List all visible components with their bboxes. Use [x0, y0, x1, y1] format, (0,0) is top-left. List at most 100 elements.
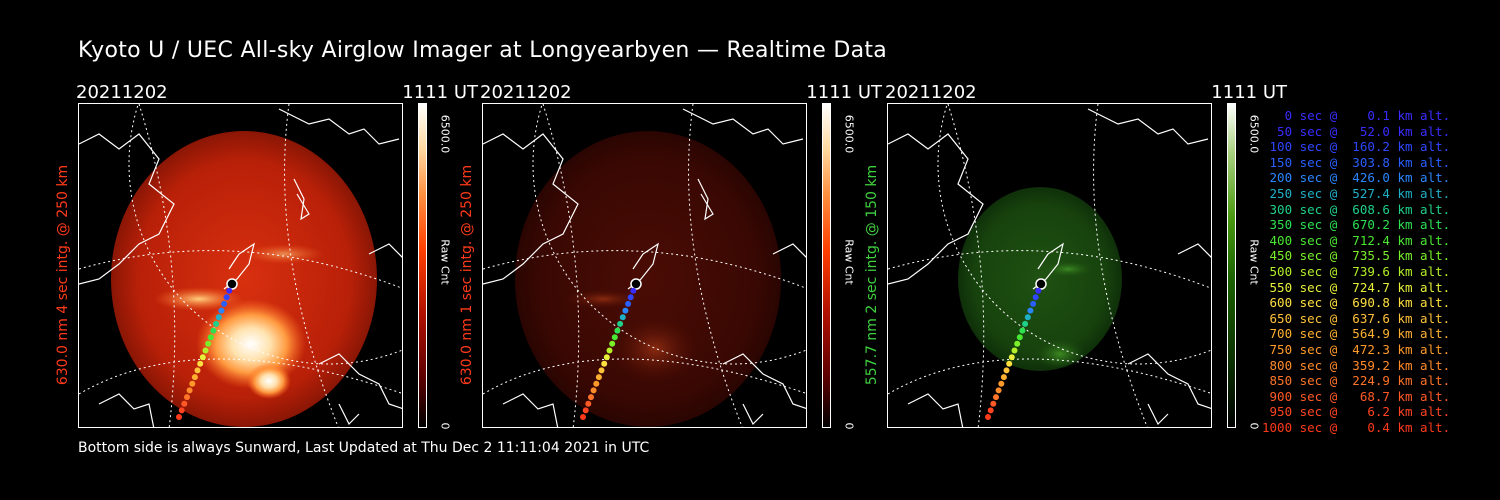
panel-ylabel-box: 557.7 nm 2 sec intg. @ 150 km	[862, 165, 882, 385]
legend-item: 600 sec @ 690.8 km alt.	[1262, 295, 1451, 311]
colorbar-unit-box: Raw Cnt	[843, 239, 856, 285]
trajectory-point	[625, 300, 632, 307]
legend-item: 0 sec @ 0.1 km alt.	[1262, 108, 1451, 123]
trajectory-point	[213, 320, 220, 327]
footer-note: Bottom side is always Sunward, Last Upda…	[78, 440, 650, 456]
trajectory-point	[582, 407, 589, 414]
trajectory	[985, 278, 1047, 420]
colorbar-max: 6500.0	[438, 114, 452, 154]
colorbar	[418, 103, 427, 428]
trajectory-point	[1019, 327, 1026, 334]
trajectory-point	[590, 387, 597, 394]
legend-item: 250 sec @ 527.4 km alt.	[1262, 185, 1451, 201]
trajectory-point	[1011, 347, 1018, 354]
panel-ylabel: 557.7 nm 2 sec intg. @ 150 km	[864, 164, 880, 386]
legend-item: 450 sec @ 735.5 km alt.	[1262, 248, 1451, 264]
trajectory-point	[181, 400, 188, 407]
trajectory-point	[186, 387, 193, 394]
trajectory-point	[218, 307, 225, 314]
legend-item: 100 sec @ 160.2 km alt.	[1262, 139, 1451, 155]
trajectory-point	[1022, 320, 1029, 327]
trajectory-point	[194, 367, 201, 374]
trajectory-point	[189, 380, 196, 387]
colorbar-unit: Raw Cnt	[438, 239, 452, 285]
allsky-image-svg	[79, 104, 402, 427]
colorbar-max-box: 6500.0	[1248, 115, 1261, 154]
allsky-image-svg	[888, 104, 1211, 427]
trajectory-origin	[226, 278, 238, 290]
legend-item: 550 sec @ 724.7 km alt.	[1262, 279, 1451, 295]
trajectory-point	[184, 394, 190, 401]
trajectory-point	[588, 394, 594, 401]
legend-item: 500 sec @ 739.6 km alt.	[1262, 263, 1451, 279]
colorbar-unit: Raw Cnt	[842, 239, 856, 285]
legend-item: 950 sec @ 6.2 km alt.	[1262, 404, 1451, 420]
trajectory-point	[614, 327, 621, 334]
aurora-bright-spot-2	[247, 363, 291, 399]
coastlines	[888, 108, 1211, 427]
trajectory-point	[1000, 374, 1007, 381]
panel-time: 1111 UT	[1211, 82, 1287, 103]
trajectory-point	[580, 414, 586, 420]
geo-grid	[483, 104, 806, 427]
trajectory-point	[1027, 307, 1034, 314]
legend-item: 900 sec @ 68.7 km alt.	[1262, 388, 1451, 404]
trajectory-point	[1006, 360, 1013, 367]
trajectory-point	[1032, 294, 1039, 301]
trajectory-point	[598, 367, 605, 374]
colorbar-max-box: 6500.0	[843, 115, 856, 154]
aurora-arc	[1043, 261, 1093, 277]
trajectory-point	[205, 340, 212, 347]
airglow-ellipse	[111, 131, 377, 427]
trajectory-point	[202, 347, 209, 354]
trajectory-point	[1035, 287, 1042, 294]
trajectory-point	[627, 294, 634, 301]
aurora-arc	[563, 289, 643, 309]
trajectory-legend: 0 sec @ 0.1 km alt. 50 sec @ 52.0 km alt…	[1262, 108, 1451, 435]
panel-date: 20211202	[76, 82, 168, 103]
trajectory-point	[630, 287, 637, 294]
panel-ylabel-box: 630.0 nm 4 sec intg. @ 250 km	[53, 165, 73, 385]
panel-date: 20211202	[480, 82, 572, 103]
trajectory-point	[993, 394, 999, 401]
aurora-bright-spot	[1035, 339, 1085, 369]
trajectory-point	[223, 294, 230, 301]
trajectory-point	[1016, 334, 1023, 341]
trajectory-point	[593, 380, 600, 387]
allsky-image	[78, 103, 403, 428]
trajectory-point	[1024, 314, 1031, 321]
trajectory-point	[207, 334, 214, 341]
colorbar-min: 0	[438, 422, 452, 430]
trajectory-point	[1008, 354, 1015, 361]
legend-item: 650 sec @ 637.6 km alt.	[1262, 310, 1451, 326]
legend-item: 700 sec @ 564.9 km alt.	[1262, 326, 1451, 342]
allsky-image-svg	[483, 104, 806, 427]
trajectory-point	[998, 380, 1005, 387]
trajectory-point	[197, 360, 204, 367]
trajectory-point	[226, 287, 233, 294]
trajectory-origin	[1035, 278, 1047, 290]
trajectory-point	[1003, 367, 1010, 374]
colorbar-unit-box: Raw Cnt	[1248, 239, 1261, 285]
trajectory-point	[1030, 300, 1037, 307]
panel-630-4sec: 20211202 1111 UT 630.0 nm 4 sec intg. @ …	[55, 80, 498, 430]
trajectory-point	[609, 340, 616, 347]
trajectory-point	[985, 414, 991, 420]
colorbar-max-box: 6500.0	[439, 115, 452, 154]
allsky-image	[887, 103, 1212, 428]
panel-ylabel: 630.0 nm 4 sec intg. @ 250 km	[55, 164, 71, 386]
geo-grid	[888, 104, 1211, 427]
colorbar-min-box: 0	[1248, 420, 1261, 432]
trajectory-point	[595, 374, 602, 381]
legend-item: 750 sec @ 472.3 km alt.	[1262, 341, 1451, 357]
trajectory	[580, 278, 642, 420]
aurora-arc-2	[244, 244, 324, 264]
legend-item: 400 sec @ 712.4 km alt.	[1262, 232, 1451, 248]
trajectory-point	[611, 334, 618, 341]
trajectory-point	[990, 400, 997, 407]
colorbar	[822, 103, 831, 428]
colorbar	[1227, 103, 1236, 428]
trajectory	[176, 278, 238, 420]
legend-item: 150 sec @ 303.8 km alt.	[1262, 154, 1451, 170]
trajectory-point	[191, 374, 198, 381]
